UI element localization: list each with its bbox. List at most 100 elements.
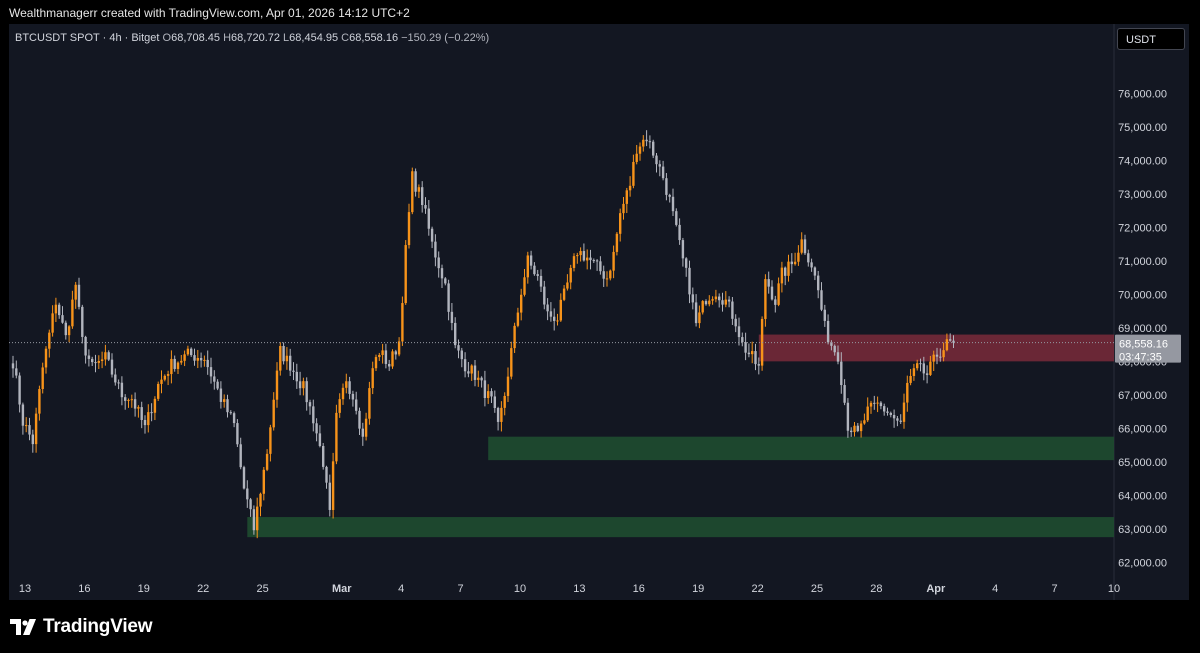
candle xyxy=(127,399,130,401)
candle xyxy=(473,365,477,380)
candle xyxy=(731,301,734,319)
candle xyxy=(886,411,889,413)
candle xyxy=(394,351,397,355)
candle-countdown-label: 03:47:35 xyxy=(1119,352,1162,364)
candle xyxy=(559,299,562,321)
last-price-tag xyxy=(1115,334,1181,363)
candle xyxy=(599,261,602,272)
candle xyxy=(754,351,757,365)
candle xyxy=(143,419,147,426)
candle xyxy=(345,381,348,388)
candle xyxy=(500,407,503,422)
candle xyxy=(628,185,632,191)
candle xyxy=(315,423,318,434)
y-tick-label: 73,000.00 xyxy=(1118,189,1167,201)
candle xyxy=(71,299,74,327)
candle xyxy=(358,410,361,429)
candle xyxy=(589,257,592,261)
resistance-zone-0 xyxy=(758,334,1114,362)
candle xyxy=(196,357,199,361)
candle xyxy=(625,190,628,204)
candle xyxy=(612,251,615,271)
candle xyxy=(170,358,173,375)
candle xyxy=(793,261,797,265)
x-tick-label: 13 xyxy=(573,583,585,595)
candle xyxy=(681,240,685,259)
high-value: 68,720.72 xyxy=(231,32,280,44)
attribution-bar: Wealthmanagerr created with TradingView.… xyxy=(0,0,1200,24)
tradingview-logo-icon xyxy=(10,619,36,635)
candle xyxy=(289,355,292,371)
candle xyxy=(77,284,81,307)
candle xyxy=(770,286,774,300)
candle xyxy=(166,374,170,376)
candle xyxy=(173,358,176,369)
symbol-title: BTCUSDT SPOT · 4h · Bitget xyxy=(15,32,160,44)
candle xyxy=(701,301,704,313)
candle xyxy=(153,398,157,413)
candle xyxy=(483,380,487,399)
candle xyxy=(642,139,645,147)
candle xyxy=(566,282,569,289)
candle xyxy=(430,228,434,242)
candle xyxy=(658,164,661,167)
candle xyxy=(348,381,351,394)
candle xyxy=(873,402,876,404)
last-price-label: 68,558.16 xyxy=(1119,339,1168,351)
candle xyxy=(256,506,259,531)
open-value: 68,708.45 xyxy=(171,32,221,44)
x-tick-label: 19 xyxy=(692,583,704,595)
candle xyxy=(305,381,308,403)
candle xyxy=(262,469,265,494)
candle xyxy=(302,381,305,389)
candle xyxy=(157,383,160,399)
candle xyxy=(876,402,879,404)
candle xyxy=(592,260,595,262)
candle xyxy=(787,261,790,276)
candle xyxy=(236,423,239,445)
x-tick-label: 10 xyxy=(514,583,526,595)
candle xyxy=(404,245,407,304)
y-tick-label: 72,000.00 xyxy=(1118,222,1167,234)
candle xyxy=(130,399,133,401)
candle xyxy=(199,357,203,361)
candle xyxy=(764,279,767,319)
x-tick-label: 10 xyxy=(1108,583,1120,595)
candle xyxy=(810,262,813,268)
candle xyxy=(506,376,510,396)
candle xyxy=(110,359,114,375)
candle xyxy=(823,309,826,321)
candle xyxy=(774,299,777,305)
candle xyxy=(546,304,549,312)
candle xyxy=(536,274,539,276)
candle xyxy=(833,345,836,353)
candle xyxy=(869,402,873,407)
candle xyxy=(939,356,942,358)
candle xyxy=(863,420,866,424)
candle xyxy=(866,406,869,421)
candle xyxy=(48,332,51,349)
candle xyxy=(124,397,127,401)
candle xyxy=(285,355,289,362)
candle xyxy=(325,466,328,483)
candle xyxy=(463,359,467,372)
candle xyxy=(807,253,810,263)
candle xyxy=(434,241,437,258)
candle xyxy=(708,300,711,305)
candle xyxy=(523,277,526,295)
x-tick-label: 28 xyxy=(870,583,882,595)
candle xyxy=(949,339,952,341)
currency-button[interactable]: USDT xyxy=(1117,28,1185,50)
candle xyxy=(510,348,513,377)
candle xyxy=(698,312,701,324)
candle xyxy=(239,444,242,468)
candle xyxy=(328,482,331,510)
candle xyxy=(718,296,721,301)
x-tick-label: 13 xyxy=(19,583,31,595)
price-chart[interactable]: 62,000.00 63,000.00 64,000.00 65,000.00 66,0… xyxy=(9,24,1189,600)
candle xyxy=(853,425,856,433)
x-tick-label: 19 xyxy=(138,583,150,595)
footer xyxy=(0,600,1200,653)
chart-panel[interactable]: 62,000.00 63,000.00 64,000.00 65,000.00 66,0… xyxy=(9,24,1189,600)
candle xyxy=(942,350,945,358)
